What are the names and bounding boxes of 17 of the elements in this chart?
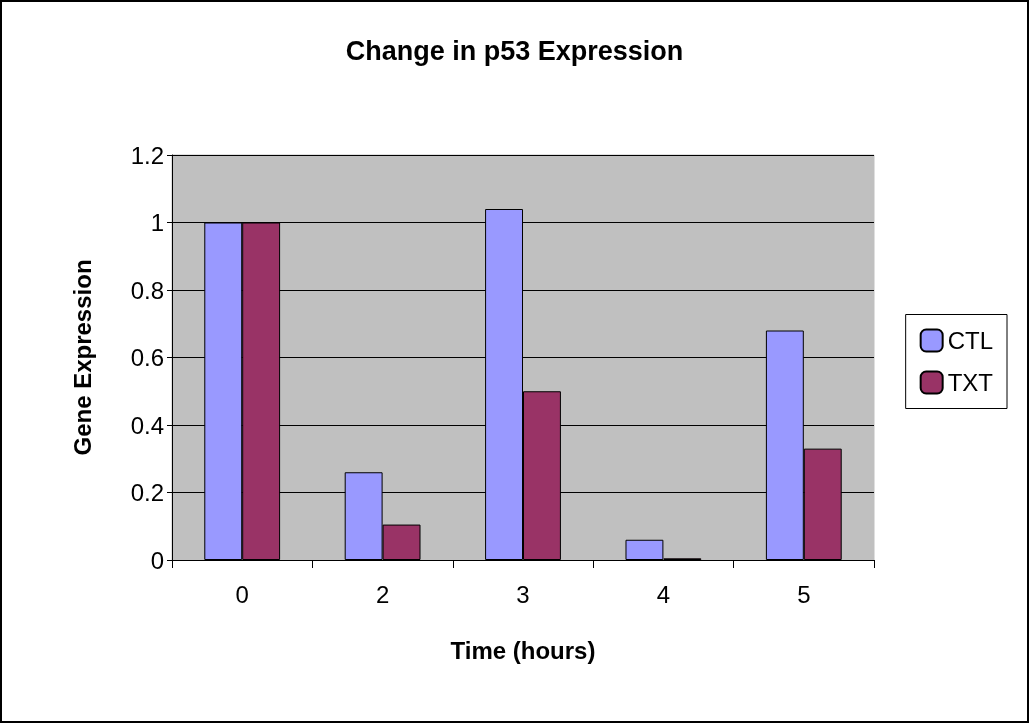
y-axis-title: Gene Expression xyxy=(68,259,96,456)
y-tick-label: 0 xyxy=(150,546,164,574)
legend-label: TXT xyxy=(947,369,994,396)
y-tick-label: 0.2 xyxy=(130,479,164,506)
x-tick-label: 2 xyxy=(375,580,390,608)
y-tick-label: 1.2 xyxy=(130,141,164,169)
y-tick-label: 0.6 xyxy=(130,344,164,371)
x-tick-label: 0 xyxy=(235,580,249,608)
y-tick-label: 0.8 xyxy=(130,276,164,304)
x-tick-label: 4 xyxy=(656,580,671,608)
legend-label: CTL xyxy=(947,327,993,354)
chart-title: Change in p53 Expression xyxy=(345,35,684,66)
x-axis-title: Time (hours) xyxy=(450,636,596,664)
y-tick-label: 0.4 xyxy=(130,411,164,439)
x-tick-label: 3 xyxy=(516,580,530,608)
x-tick-label: 5 xyxy=(797,580,811,608)
y-tick-label: 1 xyxy=(150,209,164,236)
